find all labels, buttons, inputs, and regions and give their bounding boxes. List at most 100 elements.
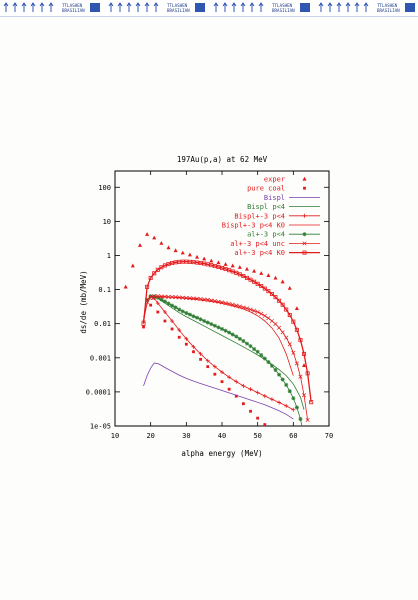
series-al-3-p-4-point (187, 312, 192, 317)
series-exper-point (195, 254, 200, 259)
legend-pure-coal-label: pure coal (247, 185, 285, 193)
series-exper-point (280, 279, 285, 284)
y-tick-label: 10 (103, 218, 111, 226)
x-tick-label: 40 (218, 432, 226, 440)
up-arrow-icon (30, 2, 36, 12)
series-exper-point (130, 263, 135, 268)
series-exper-point (173, 248, 178, 253)
up-arrow-icon (21, 2, 27, 12)
up-arrow-icon (222, 2, 228, 12)
x-tick-label: 50 (253, 432, 261, 440)
y-tick-label: 0.001 (90, 354, 111, 362)
series-bispl-3-p-4-point (205, 358, 210, 363)
up-arrow-icon (135, 2, 141, 12)
series-pure-coal-point (156, 310, 160, 314)
series-al-3-p-4-point (227, 330, 232, 335)
series-al-3-p-4-unc-point (209, 298, 214, 303)
series-bispl-p-4-line (143, 295, 305, 410)
series-pure-coal-point (234, 394, 238, 398)
series-al-3-p-4-unc-point (148, 294, 153, 299)
series-al-3-p-4-unc-point (162, 294, 167, 299)
series-exper-point (302, 363, 307, 367)
series-exper-point (180, 250, 185, 255)
series-al-3-p-4-k0-point (309, 400, 314, 405)
series-exper (123, 232, 307, 367)
series-al-3-p-4-k0-point (148, 275, 153, 280)
series-pure-coal-point (220, 380, 224, 384)
series-bispl-3-p-4-point (212, 364, 217, 369)
header-strip: TTLASHEN BRASILIAN TTLASHEN BRASILIAN TTLASH… (0, 0, 418, 17)
series-al-3-p-4-k0 (141, 259, 314, 405)
up-arrow-icon (336, 2, 342, 12)
header-strip-pattern: TTLASHENBRASILIANTTLASHENBRASILIANTTLASH… (3, 2, 415, 13)
series-pure-coal-point (163, 319, 167, 323)
series-al-3-p-4-k0-point (252, 279, 257, 284)
header-strip-label: BRASILIAN (377, 8, 400, 13)
up-arrow-icon (126, 2, 132, 12)
series-bispl-3-p-4-point (291, 407, 296, 412)
series-al-3-p-4 (145, 294, 306, 438)
series-exper-point (216, 260, 221, 265)
series-al-3-p-4-k0-point (155, 267, 160, 272)
series-al-3-p-4-unc-point (205, 297, 210, 302)
legend-pure-coal-marker (303, 186, 306, 190)
series-al-3-p-4-unc-point (284, 335, 289, 340)
series-al-3-p-4-unc-point (234, 303, 239, 308)
series-exper-point (287, 285, 292, 290)
series-al-3-p-4-unc-point (219, 300, 225, 305)
series-pure-coal-point (206, 365, 210, 369)
series-al-3-p-4-unc-point (155, 294, 160, 299)
series-exper-point (237, 265, 242, 269)
series-al-3-p-4-point (162, 299, 167, 304)
series-bispl-3-p-4-point (241, 383, 246, 388)
up-arrow-icon (231, 2, 237, 12)
series-al-3-p-4-point (180, 309, 185, 314)
series-al-3-p-4-point (302, 434, 306, 438)
series-al-3-p-4-point (244, 341, 249, 346)
up-arrow-icon (39, 2, 45, 12)
series-al-3-p-4-unc-point (255, 309, 260, 315)
series-al-3-p-4-point (291, 396, 296, 401)
series-pure-coal-point (184, 342, 188, 346)
series-al-3-p-4-unc-point (277, 325, 282, 330)
series-al-3-p-4-point (155, 295, 160, 300)
series-al-3-p-4-point (269, 363, 274, 368)
series-al-3-p-4-unc-point (212, 299, 217, 304)
series-al-3-p-4-point (262, 356, 267, 361)
x-tick-label: 60 (289, 432, 297, 440)
series-pure-coal-point (177, 335, 181, 339)
up-arrow-icon (240, 2, 246, 12)
series-al-3-p-4-point (287, 389, 292, 394)
series-al-3-p-4-unc-point (237, 304, 242, 309)
series-bispl-3-p-4 (141, 294, 296, 412)
series-bispl-3-p-4-point (248, 387, 253, 392)
series-al-3-p-4-point (266, 360, 271, 365)
header-strip-label: TTLASHEN (377, 3, 398, 8)
series-al-3-p-4-unc-point (184, 295, 189, 300)
series-exper-point (187, 252, 192, 257)
chart-title: 197Au(p,a) at 62 MeV (177, 155, 268, 164)
series-al-3-p-4-point (170, 303, 175, 308)
series-al-3-p-4-point (177, 307, 182, 312)
series-al-3-p-4-unc-point (177, 295, 182, 300)
series-al-3-p-4-k0-point (266, 289, 271, 294)
series-pure-coal-point (199, 357, 202, 361)
series-al-3-p-4-point (216, 325, 221, 330)
series-bispl-3-p-4-point (177, 328, 182, 333)
series-al-3-p-4-unc-point (173, 295, 178, 300)
series-al-3-p-4-point (237, 336, 242, 341)
series-exper-point (202, 256, 207, 261)
series-bispl-3-p-4-point (184, 336, 189, 341)
series-bispl-3-p-4-point (191, 344, 196, 349)
series-bispl-3-p-4-point (162, 310, 167, 315)
up-arrow-icon (258, 2, 264, 12)
series-bispl-3-p-4-point (220, 370, 224, 375)
x-axis-label: alpha energy (MeV) (181, 449, 262, 458)
series-exper-point (123, 284, 128, 289)
series-exper-point (230, 263, 235, 268)
series-pure-coal-point (271, 430, 274, 433)
series-bispl-3-p-4-point (234, 379, 239, 384)
y-tick-label: 0.1 (98, 286, 111, 294)
series-al-3-p-4-point (259, 353, 264, 358)
series-al-3-p-4-unc-point (248, 307, 253, 312)
